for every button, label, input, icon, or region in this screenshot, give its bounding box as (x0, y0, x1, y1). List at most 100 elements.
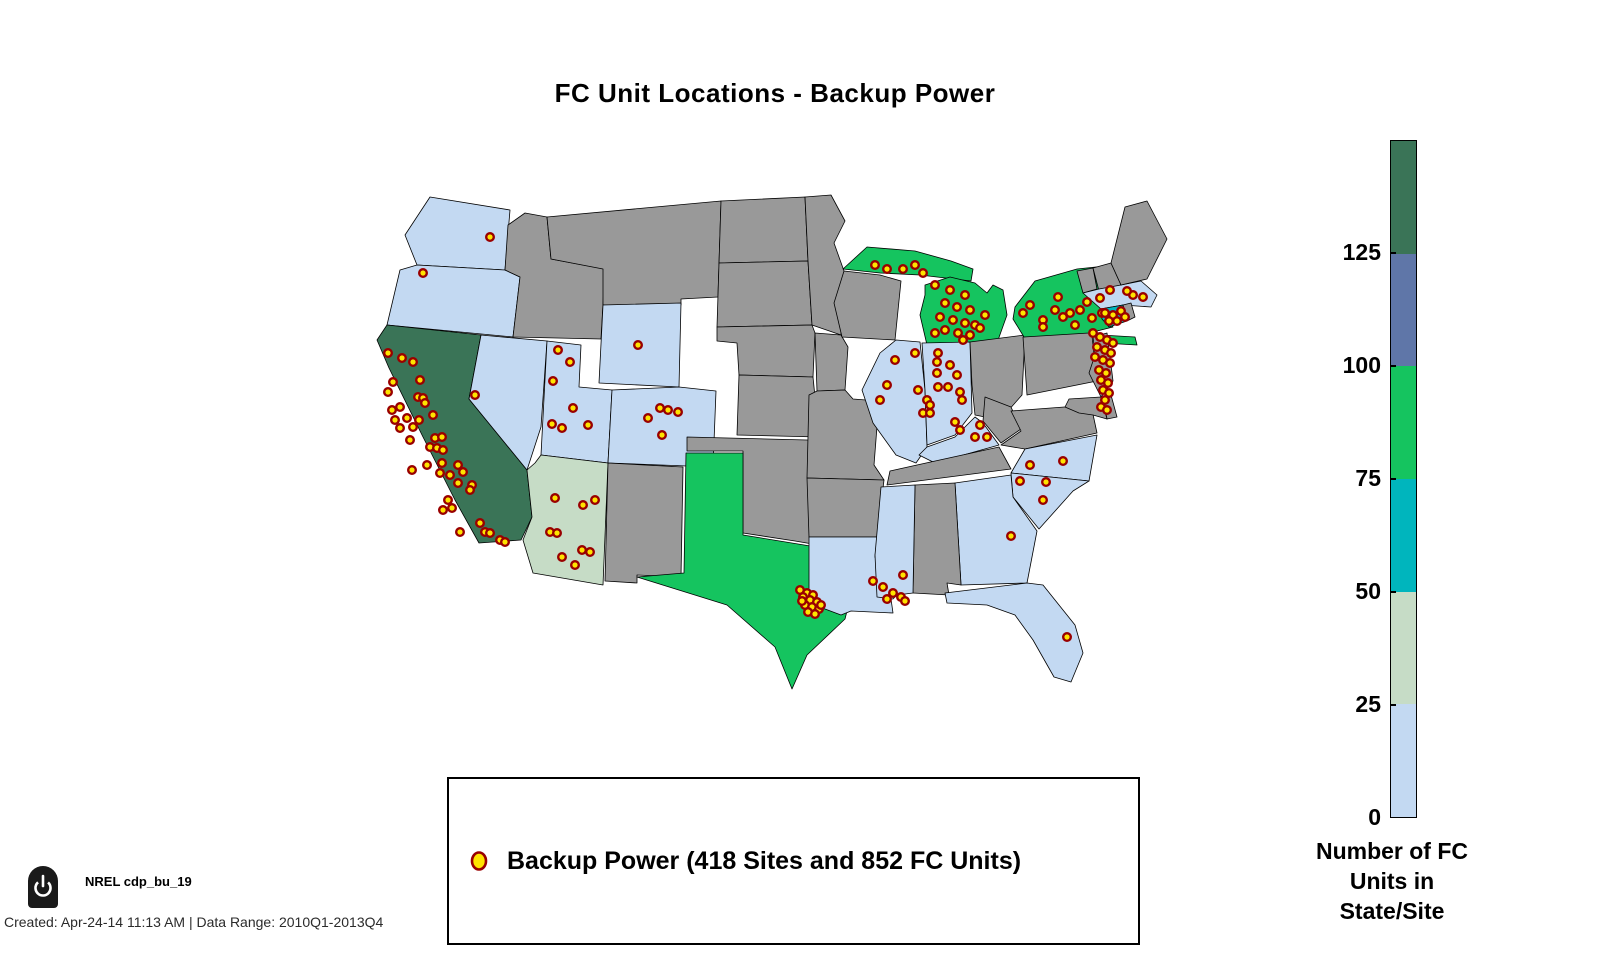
state-SD (716, 260, 813, 328)
site-dot (953, 327, 964, 338)
site-dot (1103, 377, 1114, 388)
site-dot (952, 369, 963, 380)
site-dot (1105, 284, 1116, 295)
site-dot (1112, 315, 1123, 326)
colorbar-segment-25-50 (1391, 591, 1416, 705)
site-dot (442, 495, 453, 506)
site-dot (577, 500, 588, 511)
colorbar-title: Number of FC Units in State/Site (1292, 836, 1492, 926)
site-dot (1095, 292, 1106, 303)
site-dot (1138, 291, 1149, 302)
site-dot (408, 356, 419, 367)
colorbar-tick-mark (1390, 252, 1396, 254)
state-IL (861, 339, 928, 464)
site-dot (816, 600, 827, 611)
site-dot (1070, 319, 1081, 330)
state-WI (833, 270, 902, 341)
site-dot (408, 421, 419, 432)
site-dot (422, 460, 433, 471)
state-OR (386, 264, 521, 338)
site-dot (551, 528, 562, 539)
site-dot (1053, 291, 1064, 302)
site-dot (882, 379, 893, 390)
site-dot (435, 468, 446, 479)
site-dot (673, 406, 684, 417)
site-dot (1065, 307, 1076, 318)
site-dot (1108, 337, 1119, 348)
site-dot (549, 493, 560, 504)
site-dot (1038, 495, 1049, 506)
site-dot (1006, 531, 1017, 542)
site-dot (1058, 311, 1069, 322)
colorbar-segment-100-125 (1391, 253, 1416, 367)
colorbar-tick-label-100: 100 (1342, 351, 1381, 378)
us-map (376, 194, 1168, 690)
power-icon (28, 866, 58, 908)
site-dot (1104, 387, 1115, 398)
colorbar-tick-label-75: 75 (1355, 464, 1381, 491)
site-dot (935, 311, 946, 322)
site-dot (414, 414, 425, 425)
site-dot (900, 596, 911, 607)
state-AR (806, 477, 885, 538)
figure-id: NREL cdp_bu_19 (85, 874, 192, 889)
colorbar-tick-mark (1390, 591, 1396, 593)
site-dot (980, 309, 991, 320)
site-dot (875, 394, 886, 405)
site-dot (960, 317, 971, 328)
site-dot (945, 359, 956, 370)
state-FL (944, 582, 1084, 683)
site-dot (415, 374, 426, 385)
site-dot (882, 594, 893, 605)
site-dot (933, 347, 944, 358)
site-dot (464, 485, 475, 496)
site-dot (499, 537, 510, 548)
site-dot (452, 460, 463, 471)
site-dot (918, 267, 929, 278)
site-dot (940, 297, 951, 308)
site-dot (975, 419, 986, 430)
colorbar-tick-label-25: 25 (1355, 690, 1381, 717)
site-dot (643, 412, 654, 423)
state-ND (718, 196, 809, 264)
site-dot (950, 416, 961, 427)
state-ME (1110, 200, 1168, 286)
site-dot (387, 376, 398, 387)
site-dot (428, 409, 439, 420)
site-dot (1105, 357, 1116, 368)
state-IA (814, 332, 849, 392)
site-dot (457, 467, 468, 478)
state-NM (604, 462, 684, 584)
site-dot (452, 478, 463, 489)
site-dot (1122, 285, 1133, 296)
site-dot (1058, 456, 1069, 467)
site-dot (932, 367, 943, 378)
site-dot (547, 375, 558, 386)
site-dot (1106, 347, 1117, 358)
state-PA (1022, 326, 1098, 396)
site-dot (1050, 304, 1061, 315)
colorbar-segment-125+ (1391, 141, 1416, 254)
site-dot (1102, 404, 1113, 415)
site-dot (657, 429, 668, 440)
states-layer (376, 194, 1168, 690)
colorbar-tick-label-50: 50 (1355, 577, 1381, 604)
site-dot (655, 402, 666, 413)
colorbar-segment-75-100 (1391, 366, 1416, 480)
site-dot (1104, 315, 1115, 326)
site-dot (955, 424, 966, 435)
colorbar-tick-mark (1390, 478, 1396, 480)
site-dot (633, 339, 644, 350)
site-dot (955, 386, 966, 397)
site-dot (965, 304, 976, 315)
site-dot (910, 347, 921, 358)
site-dot (469, 389, 480, 400)
site-dot (437, 458, 448, 469)
site-dot (1018, 307, 1029, 318)
site-dot (397, 352, 408, 363)
site-dot (948, 314, 959, 325)
figure-title: FC Unit Locations - Backup Power (554, 78, 996, 108)
site-dot (890, 354, 901, 365)
site-dot (1041, 477, 1052, 488)
site-dot (797, 596, 808, 607)
